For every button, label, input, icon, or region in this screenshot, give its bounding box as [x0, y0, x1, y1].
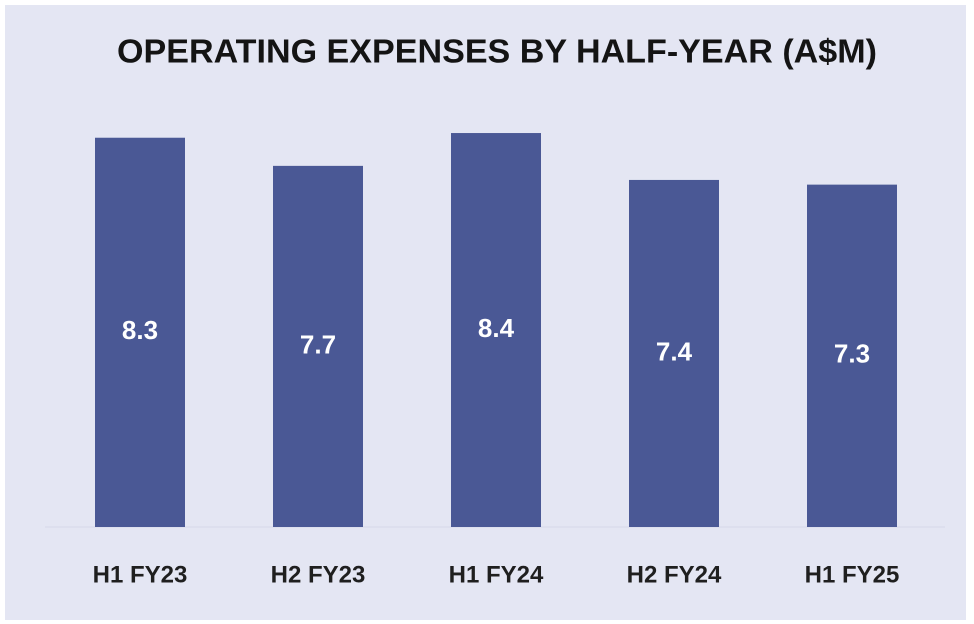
- value-label: 7.3: [834, 339, 870, 369]
- x-tick-label: H2 FY24: [627, 561, 722, 588]
- bar: [273, 165, 363, 527]
- value-label: 7.7: [300, 329, 336, 359]
- value-label: 8.3: [122, 315, 158, 345]
- chart-title: OPERATING EXPENSES BY HALF-YEAR (A$M): [117, 33, 877, 70]
- x-tick-label: H1 FY25: [805, 561, 900, 588]
- x-tick-label: H1 FY24: [449, 561, 544, 588]
- bar: [451, 133, 541, 528]
- x-tick-label: H1 FY23: [93, 561, 188, 588]
- bar: [807, 184, 897, 527]
- value-label: 8.4: [478, 313, 515, 343]
- bar: [95, 137, 185, 528]
- bar: [629, 179, 719, 527]
- value-label: 7.4: [656, 336, 693, 366]
- x-tick-label: H2 FY23: [271, 561, 366, 588]
